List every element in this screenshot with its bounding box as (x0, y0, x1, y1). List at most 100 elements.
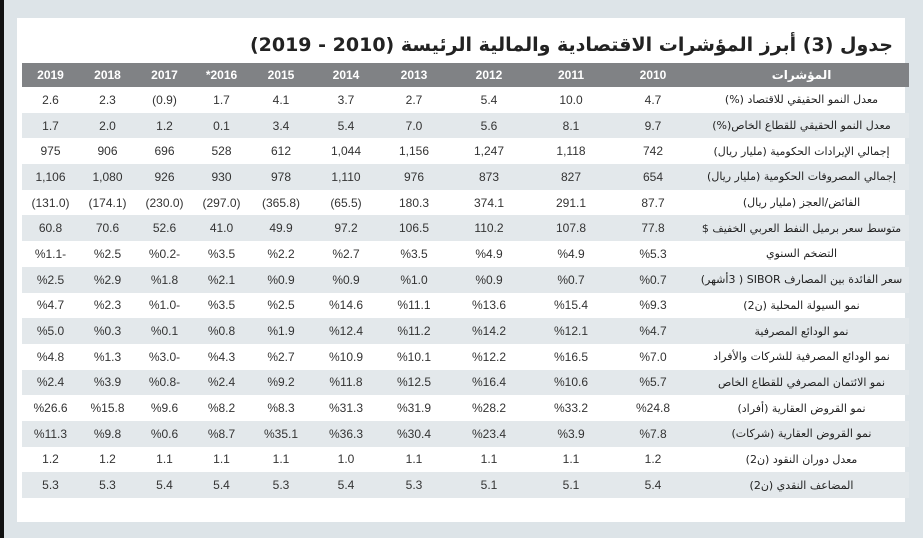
cell-value: 5.4 (136, 472, 193, 498)
cell-value: %10.9 (328, 349, 364, 364)
row-label: نمو القروض العقارية (شركات) (694, 420, 909, 447)
cell-value: %9.3 (639, 298, 667, 313)
header-row: المؤشرات 2010 2011 2012 2013 2014 2015 *2016 20… (22, 63, 909, 87)
cell-value: %2.5 (22, 266, 79, 293)
cell-value: %4.3 (207, 349, 236, 364)
table-row: نمو الودائع المصرفية للشركات والأفراد %7.… (22, 344, 909, 370)
cell-value: %0.3 (79, 318, 136, 344)
cell-value: (230.0) (145, 195, 184, 210)
row-label: نمو الودائع المصرفية للشركات والأفراد (713, 350, 890, 364)
cell-value: %33.2 (553, 401, 589, 416)
cell-value: 10.0 (559, 92, 583, 107)
cell-value: (0.9) (152, 92, 177, 107)
cell-value: %31.3 (328, 401, 364, 416)
row-label: نمو القروض العقارية (أفراد) (737, 401, 866, 415)
left-edge-strip (0, 0, 4, 538)
cell-value: 70.6 (79, 215, 136, 242)
cell-value: 975 (40, 144, 61, 159)
cell-value: %4.7 (36, 298, 65, 313)
cell-value: %0.6 (136, 420, 193, 447)
cell-value: %15.4 (553, 298, 589, 313)
row-label: متوسط سعر برميل النفط العربي الخفيف $ (694, 215, 909, 242)
cell-value: %2.3 (93, 298, 122, 313)
cell-value: 5.3 (250, 472, 312, 498)
table-row: نمو الائتمان المصرفي للقطاع الخاص %5.7 %10… (22, 369, 909, 396)
cell-value: (65.5) (330, 195, 362, 210)
table-row: نمو السيولة المحلية (ن2) %9.3 %15.4 %13.6 %1… (22, 293, 909, 319)
cell-value: %3.5 (207, 298, 236, 313)
cell-value: 77.8 (612, 215, 694, 242)
cell-value: %3.5 (207, 246, 236, 261)
cell-value: %9.8 (79, 420, 136, 447)
table-row: نمو القروض العقارية (شركات) %7.8 %3.9 %23.4… (22, 420, 909, 447)
header-indicators: المؤشرات (694, 63, 909, 87)
row-label: نمو الودائع المصرفية (694, 318, 909, 344)
cell-value: %24.8 (635, 401, 671, 416)
cell-value: %2.7 (332, 246, 360, 261)
cell-value: %5.3 (639, 246, 667, 261)
cell-value: %2.1 (193, 266, 250, 293)
cell-value: %26.6 (33, 401, 68, 416)
cell-value: %3.0- (148, 349, 181, 364)
cell-value: 1.7 (22, 112, 79, 139)
cell-value: %13.6 (471, 298, 507, 313)
cell-value: 180.3 (398, 195, 430, 210)
header-year: 2015 (250, 63, 312, 87)
cell-value: 3.7 (337, 92, 355, 107)
cell-value: %31.9 (396, 401, 432, 416)
cell-value: %2.2 (267, 246, 295, 261)
cell-value: 1,118 (556, 144, 586, 159)
cell-value: 1.2 (42, 452, 59, 467)
row-label: معدل النمو الحقيقي للقطاع الخاص(%) (694, 112, 909, 139)
cell-value: 3.4 (250, 112, 312, 139)
cell-value: %0.2- (148, 246, 181, 261)
cell-value: %0.9 (448, 266, 530, 293)
row-label: سعر الفائدة بين المصارف SIBOR ( 3أشهر) (694, 266, 909, 293)
cell-value: %16.5 (553, 349, 589, 364)
cell-value: 5.4 (612, 472, 694, 498)
cell-value: 654 (612, 164, 694, 190)
cell-value: %4.8 (36, 349, 65, 364)
cell-value: 1,110 (312, 164, 380, 190)
cell-value: 97.2 (312, 215, 380, 242)
cell-value: 1.0 (337, 452, 355, 467)
table-row: معدل النمو الحقيقي للاقتصاد (%) 4.7 10.0 5.… (22, 87, 909, 113)
row-label: معدل دوران النقود (ن2) (745, 452, 858, 466)
cell-value: %0.8- (136, 369, 193, 396)
cell-value: (297.0) (202, 195, 241, 210)
table-row: الفائض/العجز (مليار ريال) 87.7 291.1 374.1 1… (22, 190, 909, 216)
cell-value: %2.7 (267, 349, 295, 364)
cell-value: 2.3 (99, 92, 116, 107)
cell-value: 1,247 (473, 144, 505, 159)
cell-value: 374.1 (473, 195, 505, 210)
cell-value: %12.2 (471, 349, 507, 364)
cell-value: (365.8) (261, 195, 301, 210)
cell-value: 1.1 (562, 452, 580, 467)
cell-value: 1.1 (213, 452, 230, 467)
cell-value: %1.0 (380, 266, 448, 293)
cell-value: 906 (97, 144, 118, 159)
cell-value: %1.9 (250, 318, 312, 344)
row-label: المضاعف النقدي (ن2) (694, 472, 909, 498)
cell-value: %11.2 (380, 318, 448, 344)
cell-value: 612 (270, 144, 292, 159)
cell-value: %11.3 (22, 420, 79, 447)
cell-value: 976 (380, 164, 448, 190)
cell-value: %2.4 (22, 369, 79, 396)
cell-value: %2.9 (79, 266, 136, 293)
cell-value: %10.6 (530, 369, 612, 396)
cell-value: %11.8 (312, 369, 380, 396)
table-body: معدل النمو الحقيقي للاقتصاد (%) 4.7 10.0 5.… (22, 87, 909, 498)
cell-value: %12.5 (380, 369, 448, 396)
cell-value: %14.2 (448, 318, 530, 344)
cell-value: 2.6 (42, 92, 59, 107)
cell-value: %0.1 (136, 318, 193, 344)
cell-value: 1,106 (22, 164, 79, 190)
table-row: المضاعف النقدي (ن2) 5.4 5.1 5.1 5.3 5.4 5.3 5.4… (22, 472, 909, 498)
cell-value: 1,080 (79, 164, 136, 190)
cell-value: %15.8 (90, 401, 125, 416)
cell-value: 87.7 (641, 195, 665, 210)
cell-value: %30.4 (380, 420, 448, 447)
cell-value: 5.6 (448, 112, 530, 139)
cell-value: 0.1 (193, 112, 250, 139)
